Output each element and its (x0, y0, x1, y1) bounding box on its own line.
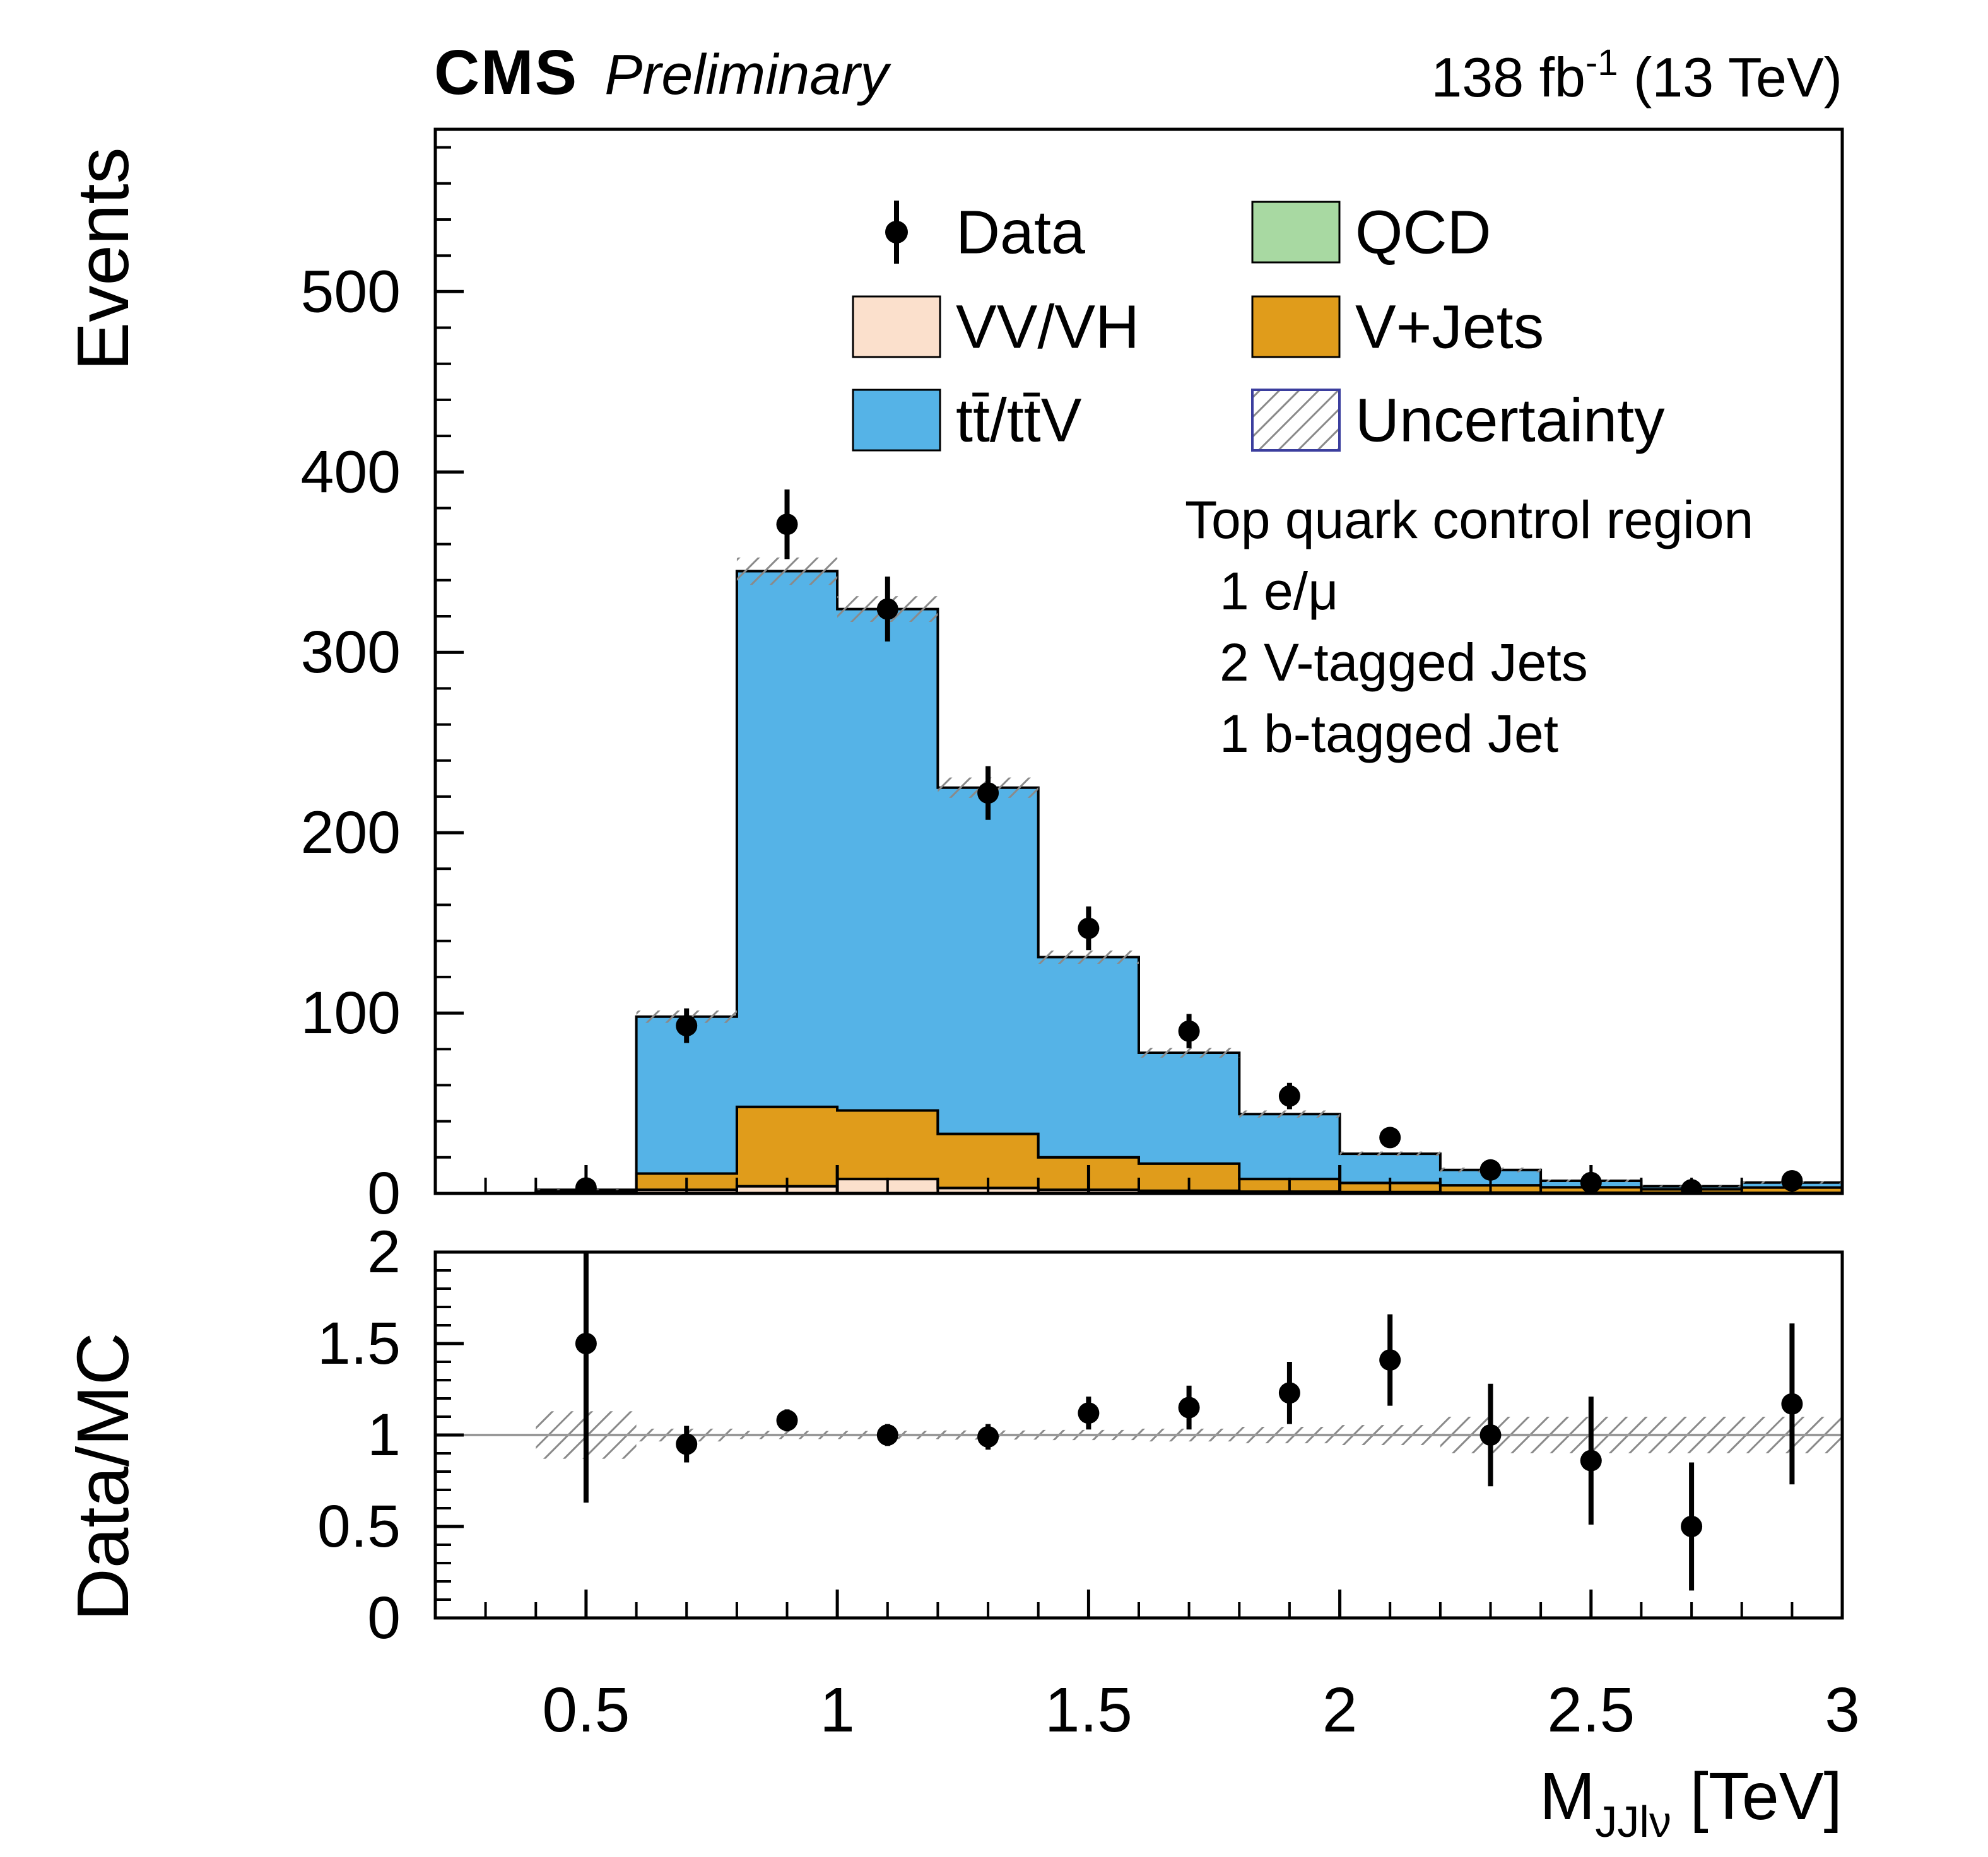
data-point (1379, 1127, 1401, 1149)
ratio-point (1580, 1450, 1602, 1472)
y-tick-label: 0 (367, 1160, 401, 1227)
ratio-point (1178, 1397, 1200, 1419)
legend-label: tt̄/tt̄V (956, 386, 1082, 455)
data-point (1078, 917, 1100, 939)
ratio-point (1781, 1393, 1803, 1415)
ratio-point (575, 1333, 597, 1354)
data-point (876, 598, 898, 620)
ratio-point (876, 1424, 898, 1446)
x-title-subscript: JJlν (1595, 1797, 1671, 1846)
y-tick-label: 300 (300, 619, 401, 686)
data-point (776, 513, 798, 536)
preliminary-label: Preliminary (604, 44, 889, 107)
y-axis-title: Events (62, 147, 144, 371)
ratio-point (1278, 1382, 1300, 1404)
data-point (676, 1015, 698, 1037)
annotation-line-btag: 1 b-tagged Jet (1220, 704, 1559, 763)
ratio-point (1379, 1349, 1401, 1371)
x-tick-label: 0.5 (542, 1675, 630, 1745)
x-tick-label: 1.5 (1045, 1675, 1132, 1745)
ratio-tick-label: 1 (367, 1402, 401, 1468)
lumi-energy: (13 TeV) (1618, 46, 1842, 108)
data-point (1178, 1020, 1200, 1042)
ratio-panel (435, 1252, 1842, 1591)
ratio-point (776, 1409, 798, 1431)
y-tick-label: 500 (300, 258, 401, 325)
legend-label: Data (956, 198, 1085, 267)
control-region-annotation: Top quark control region 1 e/μ 2 V-tagge… (1185, 484, 1753, 770)
x-tick-label: 2.5 (1547, 1675, 1635, 1745)
y-tick-label: 200 (300, 799, 401, 866)
annotation-title: Top quark control region (1185, 490, 1754, 549)
ratio-point (1479, 1424, 1502, 1446)
legend-data-marker (885, 221, 908, 243)
ratio-y-axis-title: Data/MC (62, 1332, 144, 1621)
ratio-tick-label: 0.5 (317, 1493, 401, 1560)
legend-label: V+Jets (1355, 293, 1544, 361)
x-title-unit: [TeV] (1671, 1759, 1842, 1834)
stack-series (435, 570, 1842, 1193)
lumi-value: 138 fb (1431, 46, 1585, 108)
luminosity-label: 138 fb-1 (13 TeV) (1431, 42, 1842, 110)
x-tick-label: 2 (1322, 1675, 1358, 1745)
legend-swatch (1251, 295, 1341, 358)
legend-label: VV/VH (956, 293, 1139, 361)
y-tick-label: 400 (300, 438, 401, 505)
experiment-label: CMS (434, 37, 579, 108)
legend-swatch (852, 389, 941, 452)
cms-header: CMS Preliminary (434, 37, 888, 109)
mc-uncertainty-band (1239, 1110, 1340, 1118)
x-tick-label: 3 (1825, 1675, 1860, 1745)
legend: Data VV/VH tt̄/tt̄V QCD V+Jets Uncertainty (852, 198, 1665, 455)
x-axis-title: MJJlν [TeV] (1539, 1759, 1842, 1846)
annotation-line-vtag: 2 V-tagged Jets (1220, 633, 1588, 692)
legend-swatch (852, 295, 941, 358)
legend-swatch (1251, 201, 1341, 264)
main-panel (435, 489, 1842, 1193)
legend-label: Uncertainty (1355, 386, 1665, 455)
ratio-point (676, 1433, 698, 1455)
mc-uncertainty-band (1339, 1151, 1440, 1156)
mc-uncertainty-band (736, 557, 838, 585)
data-point (977, 782, 999, 804)
main-axes: 0 100 200 300 400 500 (300, 127, 1844, 1227)
data-point (1278, 1085, 1300, 1107)
ratio-tick-label: 1.5 (317, 1310, 401, 1377)
mc-uncertainty-band (1038, 950, 1139, 964)
ratio-point (1078, 1402, 1100, 1424)
legend-swatch-uncertainty (1251, 389, 1341, 452)
ratio-tick-label: 2 (367, 1219, 401, 1286)
ratio-axes: 0 0.5 1 1.5 2 0.5 1 1.5 2 2.5 3 (317, 1219, 1860, 1745)
lumi-exponent: -1 (1585, 42, 1618, 83)
ratio-point (977, 1426, 999, 1448)
ratio-tick-label: 0 (367, 1585, 401, 1651)
mc-uncertainty-band (1139, 1048, 1240, 1058)
data-point (1479, 1159, 1502, 1181)
x-tick-label: 1 (820, 1675, 855, 1745)
x-title-symbol: M (1539, 1759, 1596, 1834)
ratio-point (1681, 1516, 1703, 1537)
y-tick-label: 100 (300, 980, 401, 1046)
legend-label: QCD (1355, 198, 1491, 267)
annotation-line-lepton: 1 e/μ (1220, 561, 1339, 621)
